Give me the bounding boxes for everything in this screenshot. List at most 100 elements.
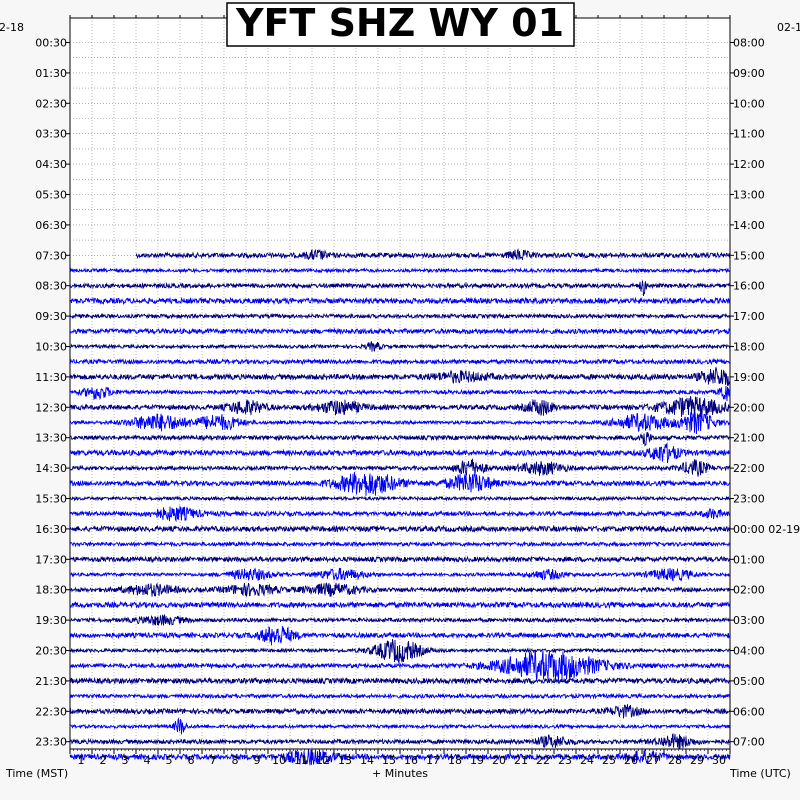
left-time-label: 13:30 <box>35 432 67 445</box>
x-tick-label: 25 <box>602 754 616 767</box>
left-time-label: 20:30 <box>35 645 67 658</box>
left-time-label: 06:30 <box>35 219 67 232</box>
left-time-label: 11:30 <box>35 371 67 384</box>
seismic-trace <box>69 639 731 665</box>
x-tick-label: 14 <box>360 754 374 767</box>
seismic-trace <box>69 267 731 274</box>
seismic-trace <box>69 458 731 477</box>
seismic-trace <box>69 505 731 523</box>
right-time-label: 06:00 <box>733 705 765 718</box>
title-box <box>226 2 575 47</box>
x-tick-label: 5 <box>166 754 173 767</box>
x-tick-label: 9 <box>254 754 261 767</box>
seismic-trace <box>69 614 731 626</box>
seismic-trace <box>69 385 731 402</box>
seismic-trace <box>69 692 731 700</box>
right-time-label: 14:00 <box>733 219 765 232</box>
seismic-trace <box>69 327 731 336</box>
left-time-label: 02:30 <box>35 97 67 110</box>
right-time-label: 12:00 <box>733 158 765 171</box>
left-time-label: 21:30 <box>35 675 67 688</box>
x-tick-label: 16 <box>404 754 418 767</box>
right-axis-label: Time (UTC) <box>729 767 791 780</box>
x-tick-label: 4 <box>144 754 151 767</box>
seismic-trace <box>69 650 731 682</box>
right-corner-date: 02-18 <box>777 21 800 34</box>
left-time-label: 08:30 <box>35 280 67 293</box>
seismic-trace <box>69 540 731 548</box>
seismic-trace <box>69 748 731 766</box>
left-time-label: 18:30 <box>35 584 67 597</box>
left-time-label: 16:30 <box>35 523 67 536</box>
seismic-trace <box>69 431 731 447</box>
x-tick-label: 30 <box>712 754 726 767</box>
left-time-label: 07:30 <box>35 249 67 262</box>
chart-title: YFT SHZ WY 01 <box>235 1 564 45</box>
seismic-trace <box>69 357 731 366</box>
seismic-trace <box>69 411 731 435</box>
right-time-label: 19:00 <box>733 371 765 384</box>
right-time-label: 23:00 <box>733 493 765 506</box>
x-tick-label: 19 <box>470 754 484 767</box>
seismic-trace <box>69 312 731 320</box>
right-time-labels: 08:00 09:00 10:00 11:00 12:00 13:00 14:00 15:00… <box>730 37 800 749</box>
x-tick-label: 11 <box>294 754 308 767</box>
left-time-labels: 00:30 01:30 02:30 03:30 04:30 05:30 06:30 07:30… <box>35 37 70 749</box>
seismic-traces <box>69 247 731 766</box>
x-tick-label: 22 <box>536 754 550 767</box>
x-axis-ticks: 1 2 3 4 5 6 7 8 9 10 11 12 13 14 15 16 17 18 19 20 21 22 23 24 2… <box>69 15 731 767</box>
x-tick-label: 21 <box>514 754 528 767</box>
x-tick-label: 1 <box>78 754 85 767</box>
x-tick-label: 20 <box>492 754 506 767</box>
left-time-label: 03:30 <box>35 128 67 141</box>
seismic-trace <box>69 280 731 297</box>
x-tick-label: 7 <box>210 754 217 767</box>
seismic-trace <box>69 704 731 719</box>
seismic-trace <box>69 367 731 387</box>
x-tick-label: 8 <box>232 754 239 767</box>
seismic-trace <box>69 676 731 686</box>
seismic-trace <box>69 567 731 582</box>
left-time-label: 17:30 <box>35 553 67 566</box>
left-axis-label: Time (MST) <box>5 767 68 780</box>
right-time-label: 22:00 <box>733 462 765 475</box>
right-time-label: 09:00 <box>733 67 765 80</box>
right-time-label: 16:00 <box>733 280 765 293</box>
seismic-trace <box>69 442 731 464</box>
right-time-label: 02:00 <box>733 584 765 597</box>
x-tick-label: 13 <box>338 754 352 767</box>
left-time-label: 22:30 <box>35 705 67 718</box>
x-tick-label: 27 <box>646 754 660 767</box>
left-time-label: 19:30 <box>35 614 67 627</box>
left-time-label: 15:30 <box>35 493 67 506</box>
seismic-trace <box>69 341 731 352</box>
left-time-label: 09:30 <box>35 310 67 323</box>
right-time-label: 05:00 <box>733 675 765 688</box>
x-tick-label: 18 <box>448 754 462 767</box>
x-tick-label: 6 <box>188 754 195 767</box>
right-time-label: 01:00 <box>733 553 765 566</box>
right-time-label: 18:00 <box>733 341 765 354</box>
seismic-trace <box>69 717 731 735</box>
right-time-label: 04:00 <box>733 645 765 658</box>
seismic-trace <box>69 495 731 502</box>
seismic-trace <box>69 732 731 750</box>
x-tick-label: 24 <box>580 754 594 767</box>
right-time-label: 11:00 <box>733 128 765 141</box>
x-tick-label: 26 <box>624 754 638 767</box>
x-tick-label: 2 <box>100 754 107 767</box>
seismic-trace <box>69 555 731 564</box>
left-time-label: 01:30 <box>35 67 67 80</box>
right-time-label: 20:00 <box>733 401 765 414</box>
seismic-trace <box>69 296 731 306</box>
left-time-label: 00:30 <box>35 37 67 50</box>
right-time-label: 15:00 <box>733 249 765 262</box>
seismic-trace <box>69 524 731 534</box>
seismic-trace <box>69 582 731 597</box>
x-tick-label: 12 <box>316 754 330 767</box>
left-time-label: 10:30 <box>35 341 67 354</box>
x-axis-label: + Minutes <box>372 767 428 780</box>
x-tick-label: 15 <box>382 754 396 767</box>
seismic-trace <box>69 471 731 496</box>
